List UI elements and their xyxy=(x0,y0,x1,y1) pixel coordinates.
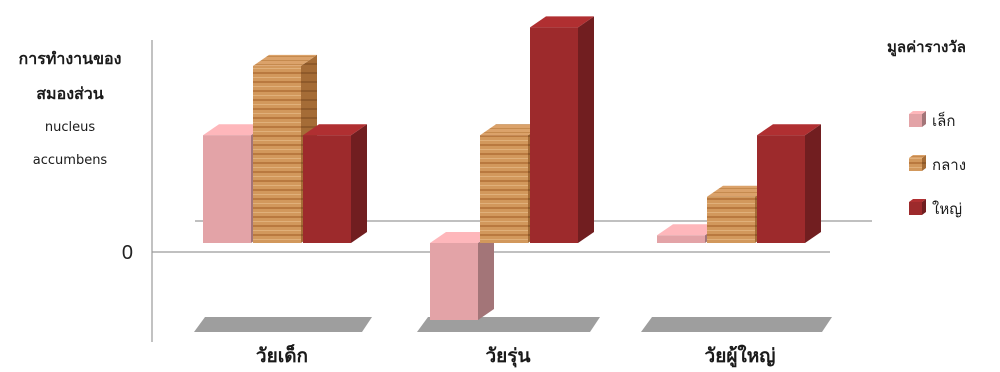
bar-front-face xyxy=(303,135,351,243)
y-axis-title-line-4: accumbens xyxy=(33,153,108,168)
bars-layer xyxy=(203,16,821,320)
floor-shadow-3 xyxy=(641,317,832,332)
bar-top-face xyxy=(203,124,267,136)
legend-swatch-side xyxy=(922,155,926,171)
bar-top-face xyxy=(757,124,821,136)
legend-title: มูลค่ารางวัล xyxy=(887,38,966,57)
bar-front-face xyxy=(707,196,755,243)
bar-top-face xyxy=(253,54,317,66)
zero-tick-label: 0 xyxy=(122,242,133,264)
bar-top-face xyxy=(530,16,594,28)
bar-front-face xyxy=(253,65,301,244)
bar-2-1 xyxy=(430,232,494,320)
category-labels: วัยเด็ก วัยรุ่น วัยผู้ใหญ่ xyxy=(256,343,776,368)
floor-shadow-2 xyxy=(417,317,600,332)
legend-label-2: กลาง xyxy=(932,156,966,174)
bar-1-3 xyxy=(303,124,367,243)
legend-swatch xyxy=(909,202,922,215)
bar-front-face xyxy=(757,135,805,243)
legend-swatch-top xyxy=(909,111,926,114)
legend-label-1: เล็ก xyxy=(932,111,955,130)
bar-3-3 xyxy=(757,124,821,243)
legend-swatch xyxy=(909,114,922,127)
bar-front-face xyxy=(430,243,478,320)
legend-item-2: กลาง xyxy=(909,155,966,174)
bar-top-face xyxy=(657,224,721,236)
legend-swatch xyxy=(909,158,922,171)
bar-2-3 xyxy=(530,16,594,244)
bar-top-face xyxy=(430,232,494,243)
floor-shadow-1 xyxy=(194,317,372,332)
bar-side-face xyxy=(578,16,594,244)
bar-top-face xyxy=(480,124,544,136)
legend-swatch-side xyxy=(922,199,926,215)
legend-swatch-side xyxy=(922,111,926,127)
y-axis-title-line-2: สมองส่วน xyxy=(36,84,103,103)
bar-side-face xyxy=(478,232,494,320)
bar-front-face xyxy=(657,235,705,243)
legend-swatch-top xyxy=(909,199,926,202)
bar-side-face xyxy=(805,124,821,243)
bar-front-face xyxy=(480,135,528,243)
legend-item-3: ใหญ่ xyxy=(909,199,962,218)
bar-top-face xyxy=(707,185,771,197)
y-axis-title-line-3: nucleus xyxy=(45,120,95,135)
category-label-3: วัยผู้ใหญ่ xyxy=(705,344,776,368)
category-label-2: วัยรุ่น xyxy=(486,345,531,368)
bar-front-face xyxy=(203,135,251,243)
legend-item-1: เล็ก xyxy=(909,111,955,130)
category-label-1: วัยเด็ก xyxy=(256,343,308,367)
legend-swatch-top xyxy=(909,155,926,158)
bar-front-face xyxy=(530,27,578,244)
legend-label-3: ใหญ่ xyxy=(932,200,962,218)
y-axis-title-line-1: การทำงานของ xyxy=(19,49,122,68)
bar-side-face xyxy=(351,124,367,243)
bar-top-face xyxy=(303,124,367,136)
